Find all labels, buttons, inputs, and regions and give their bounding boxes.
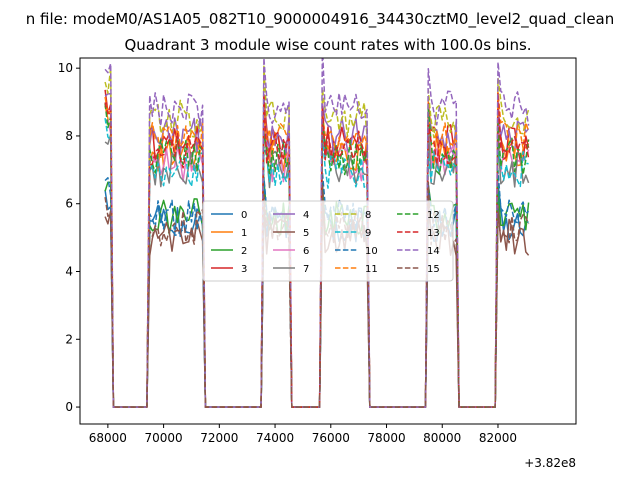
y-tick-label: 4	[65, 265, 73, 279]
x-tick-label: 68000	[89, 431, 127, 445]
legend-label-2: 2	[241, 246, 247, 257]
legend-label-7: 7	[303, 264, 309, 275]
x-axis: 68000 70000 72000 74000 76000 78000 80000 82000	[89, 424, 517, 445]
series-line-9	[104, 117, 529, 408]
figure-suptitle: n file: modeM0/AS1A05_082T10_9000004916_…	[26, 10, 615, 29]
x-tick-label: 70000	[145, 431, 183, 445]
x-tick-label: 76000	[312, 431, 350, 445]
legend-label-15: 15	[427, 264, 440, 275]
y-tick-label: 6	[65, 197, 73, 211]
x-offset-label: +3.82e8	[524, 456, 576, 470]
y-tick-label: 2	[65, 332, 73, 346]
y-tick-label: 0	[65, 400, 73, 414]
legend-box	[202, 200, 454, 282]
y-tick-label: 8	[65, 129, 73, 143]
x-tick-label: 82000	[479, 431, 517, 445]
legend-label-12: 12	[427, 210, 440, 221]
series-line-11	[104, 92, 530, 408]
legend-label-4: 4	[303, 210, 309, 221]
legend-label-3: 3	[241, 264, 247, 275]
legend-label-6: 6	[303, 246, 309, 257]
legend-label-5: 5	[303, 228, 309, 239]
y-axis: 0 2 4 6 8 10	[58, 61, 80, 414]
legend-label-13: 13	[427, 228, 440, 239]
legend-label-14: 14	[427, 246, 440, 257]
axes-frame	[79, 57, 577, 425]
chart-title: Quadrant 3 module wise count rates with …	[124, 36, 531, 54]
series-line-14	[104, 58, 530, 408]
plot-area: 68000 70000 72000 74000 76000 78000 80000 82000…	[58, 57, 577, 470]
x-tick-label: 72000	[200, 431, 238, 445]
legend-label-10: 10	[365, 246, 378, 257]
legend-label-11: 11	[365, 264, 378, 275]
x-tick-label: 78000	[367, 431, 405, 445]
legend-label-1: 1	[241, 228, 247, 239]
x-tick-label: 74000	[256, 431, 294, 445]
legend-label-8: 8	[365, 210, 371, 221]
x-tick-label: 80000	[423, 431, 461, 445]
legend-label-0: 0	[241, 210, 247, 221]
y-tick-label: 10	[58, 61, 73, 75]
legend-label-9: 9	[365, 228, 371, 239]
